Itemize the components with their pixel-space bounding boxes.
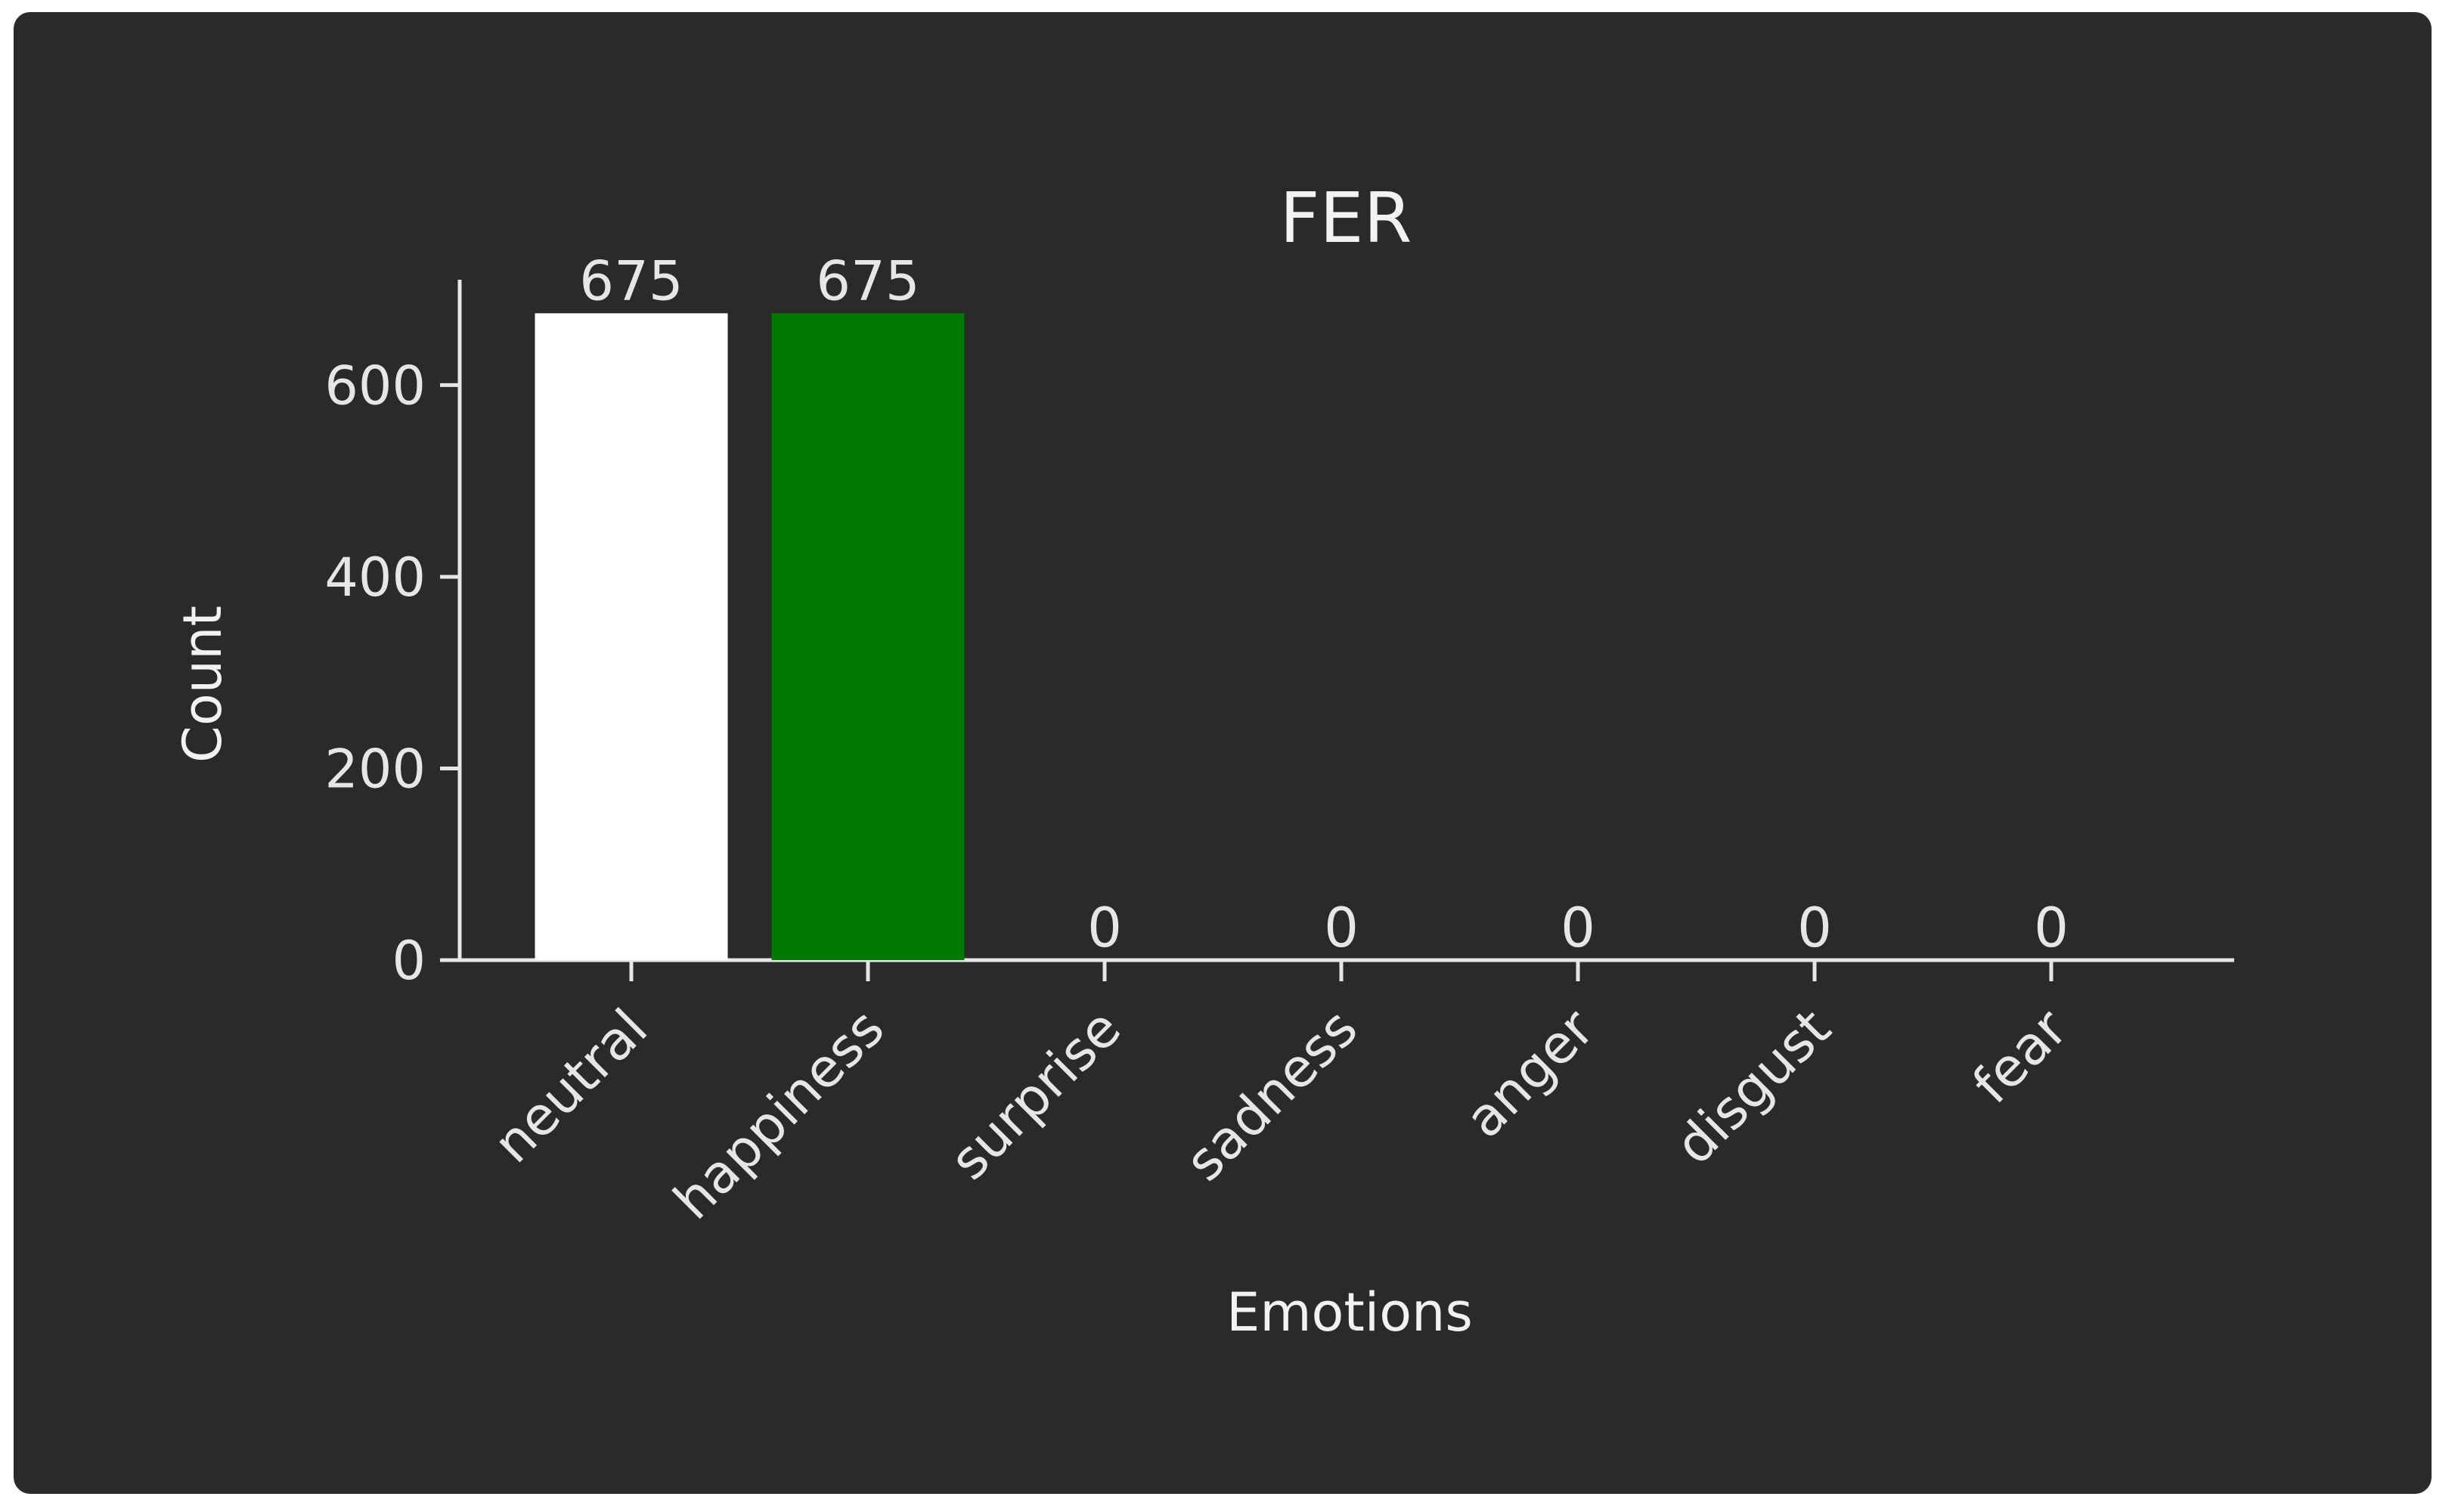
data-label-disgust: 0 bbox=[1797, 896, 1832, 959]
x-tick-label-surprise: surprise bbox=[938, 997, 1133, 1191]
data-label-fear: 0 bbox=[2034, 896, 2069, 959]
data-label-anger: 0 bbox=[1561, 896, 1595, 959]
y-axis-label: Count bbox=[172, 606, 234, 763]
x-ticks: neutral happiness surprise sadness anger disg… bbox=[482, 960, 2079, 1232]
x-tick-label-sadness: sadness bbox=[1173, 997, 1369, 1193]
x-tick-label-neutral: neutral bbox=[482, 997, 659, 1175]
y-tick-label: 600 bbox=[324, 355, 426, 417]
data-label-happiness: 675 bbox=[816, 249, 919, 312]
chart-title: FER bbox=[1280, 178, 1412, 259]
data-labels: 675 675 0 0 0 0 0 bbox=[579, 249, 2069, 959]
bar-happiness bbox=[771, 313, 965, 960]
bar-neutral bbox=[535, 313, 728, 960]
bars bbox=[535, 313, 965, 960]
x-axis-label: Emotions bbox=[1226, 1281, 1473, 1343]
x-tick-label-happiness: happiness bbox=[662, 997, 896, 1232]
y-tick-label: 200 bbox=[324, 738, 426, 800]
y-tick-label: 400 bbox=[324, 547, 426, 609]
x-tick-label-anger: anger bbox=[1453, 997, 1606, 1150]
y-tick-label: 0 bbox=[392, 930, 426, 992]
plot-area-background bbox=[23, 23, 2427, 1474]
data-label-sadness: 0 bbox=[1324, 896, 1359, 959]
data-label-neutral: 675 bbox=[579, 249, 683, 312]
y-ticks: 0 200 400 600 bbox=[324, 355, 460, 992]
x-tick-label-fear: fear bbox=[1961, 997, 2079, 1116]
axes bbox=[457, 280, 2234, 962]
x-tick-label-disgust: disgust bbox=[1663, 997, 1843, 1176]
data-label-surprise: 0 bbox=[1087, 896, 1122, 959]
